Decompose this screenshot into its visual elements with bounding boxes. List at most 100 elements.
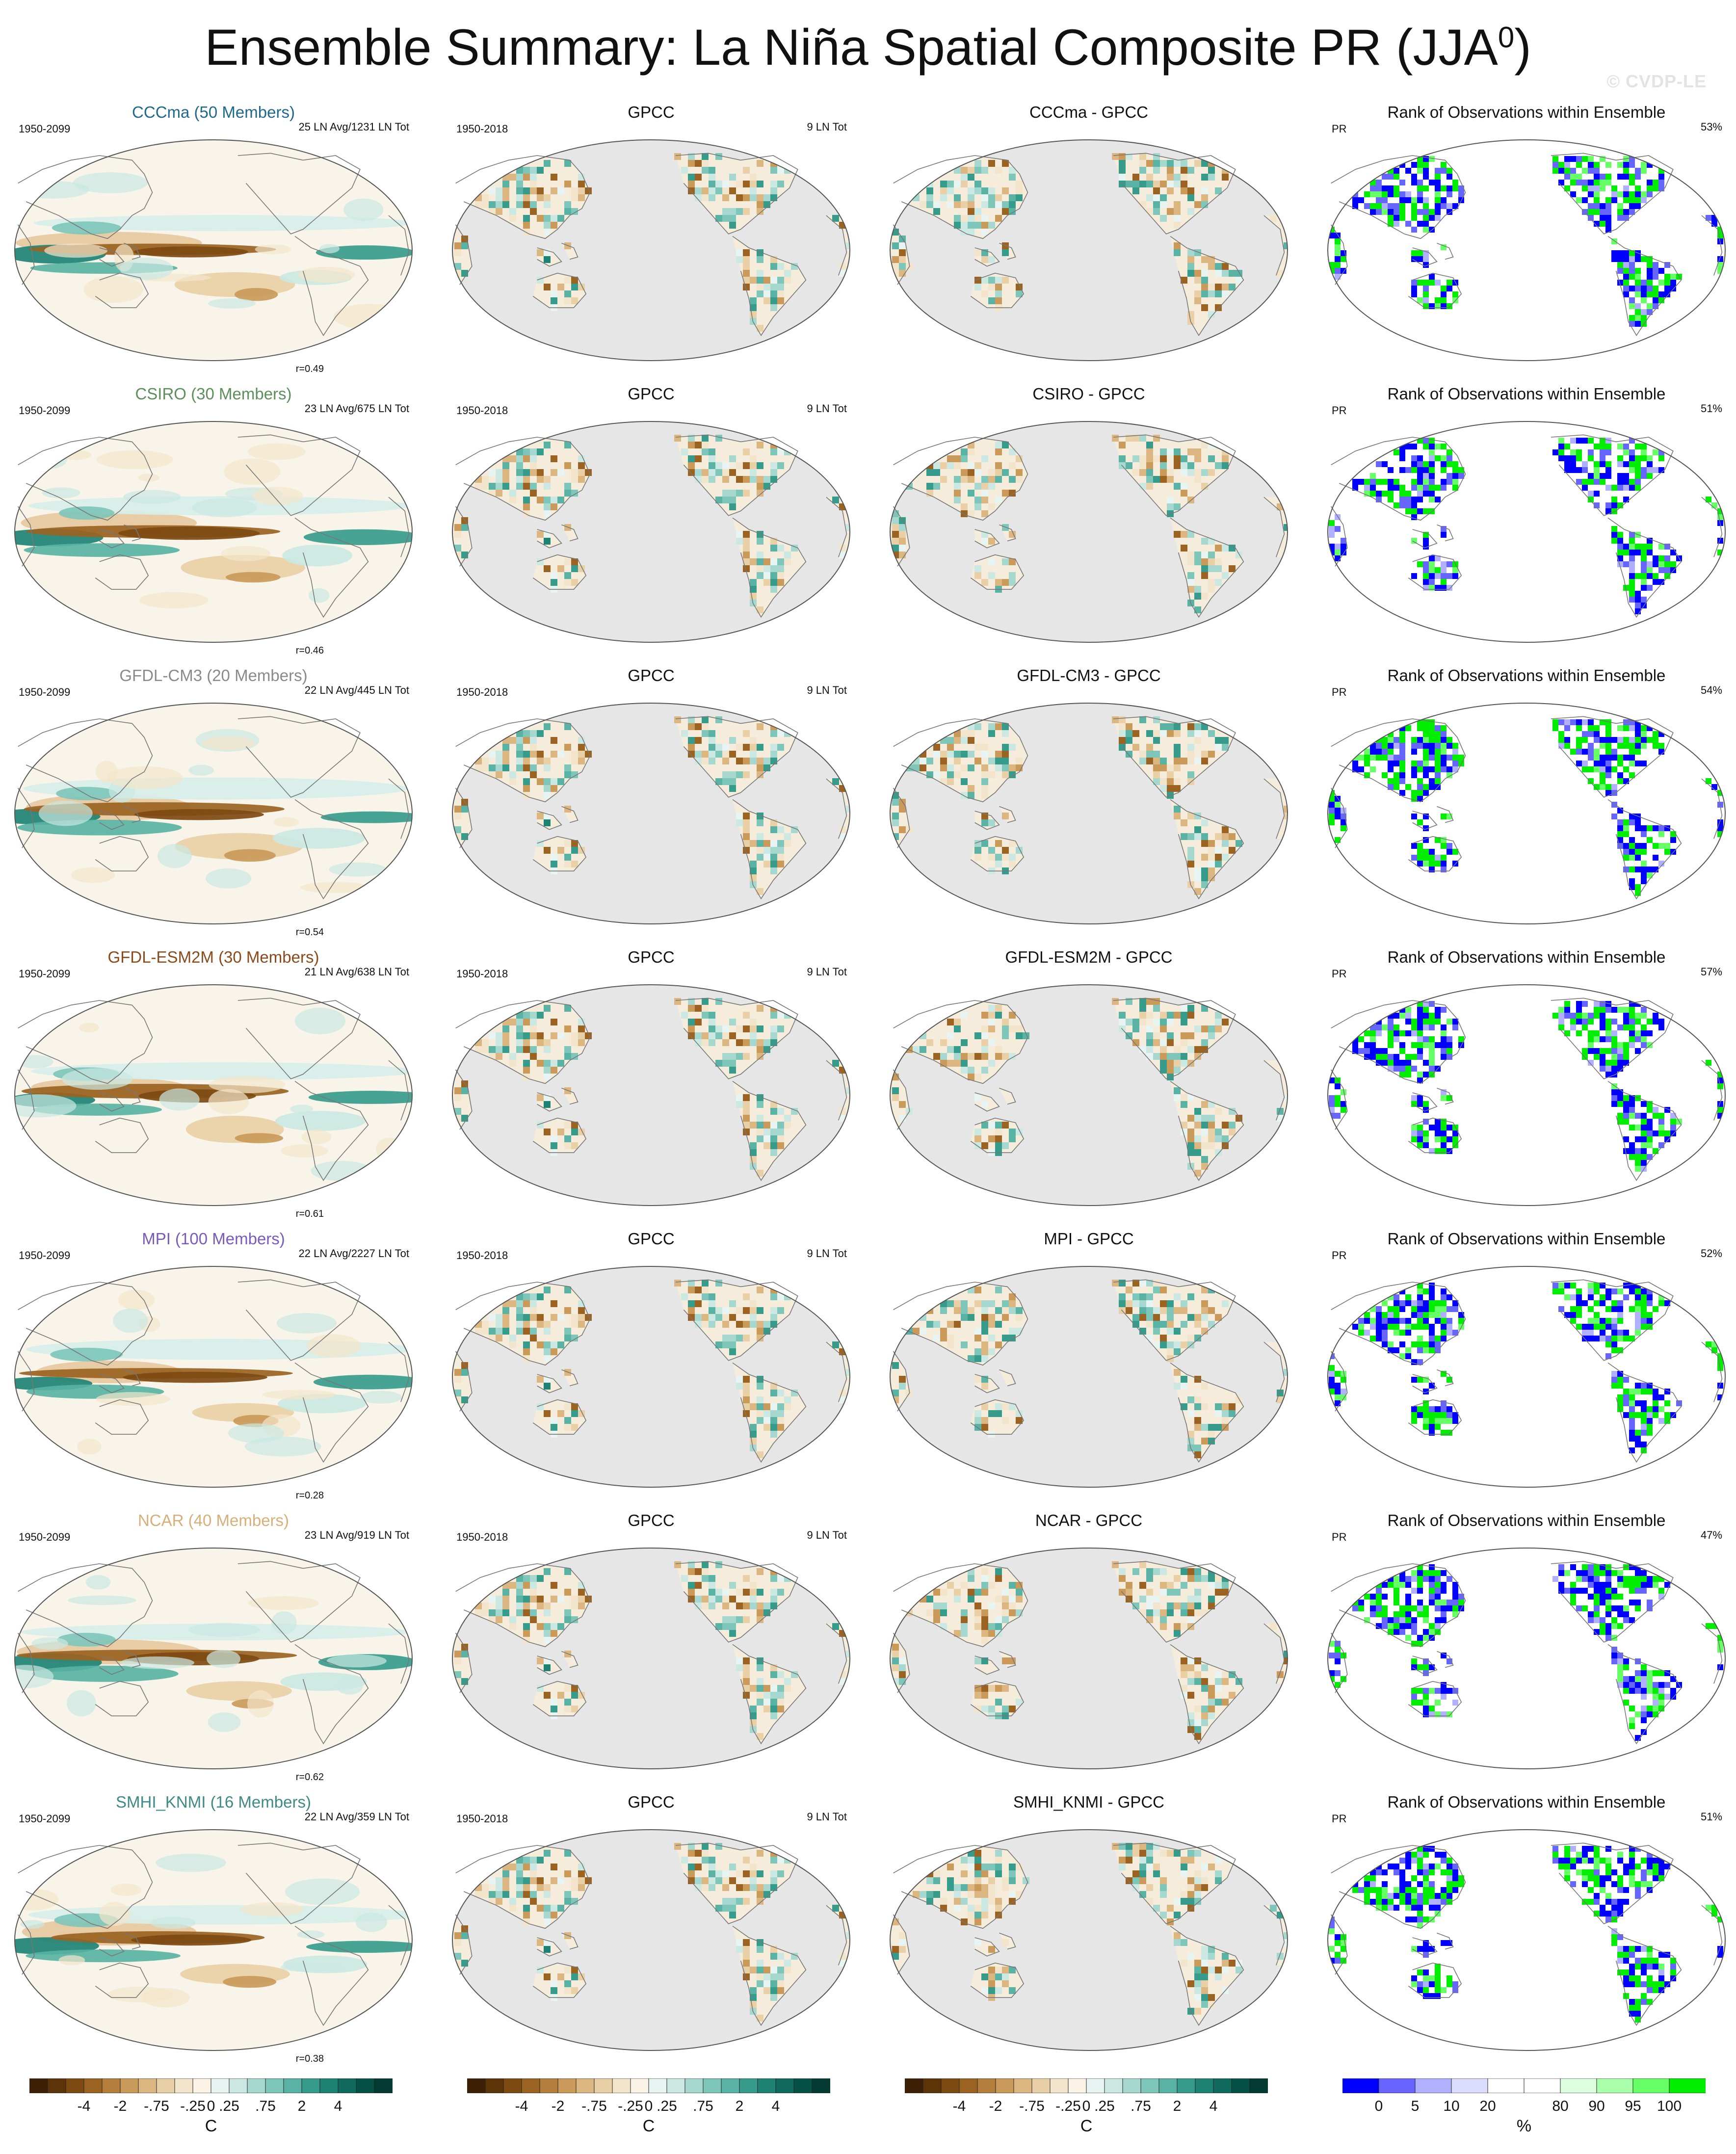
grid-cell [1623, 473, 1629, 479]
grid-cell [1635, 1013, 1641, 1019]
grid-cell [551, 1067, 557, 1074]
grid-cell [947, 187, 954, 194]
grid-cell [995, 469, 1002, 476]
grid-cell [1194, 1314, 1201, 1321]
grid-cell [1605, 209, 1611, 215]
grid-cell [729, 1060, 736, 1067]
grid-cell [1187, 1135, 1194, 1142]
coastline [561, 1087, 579, 1105]
anomaly-patch [209, 1076, 286, 1094]
grid-cell [757, 771, 763, 778]
grid-cell [974, 758, 981, 764]
grid-cell [1187, 270, 1194, 277]
grid-cell [1399, 502, 1405, 508]
grid-cell [1146, 1053, 1153, 1060]
grid-cell [502, 1328, 509, 1335]
grid-cell [763, 1602, 770, 1609]
grid-cell [750, 1719, 757, 1726]
grid-cell [988, 256, 995, 263]
grid-cell [1617, 1060, 1623, 1066]
grid-cell [715, 1025, 722, 1032]
grid-cell [750, 174, 757, 181]
land-fill [1263, 1060, 1288, 1121]
grid-cell [1187, 758, 1194, 764]
grid-cell [1417, 1377, 1423, 1383]
grid-cell [777, 826, 784, 833]
grid-cell [1174, 785, 1181, 792]
grid-cell [981, 1706, 988, 1712]
grid-cell [770, 1039, 777, 1046]
map-outline [14, 421, 413, 643]
grid-cell [557, 284, 564, 290]
grid-cell [954, 490, 961, 497]
grid-cell [1641, 1318, 1647, 1324]
difference-panel: MPI - GPCC [885, 1230, 1292, 1504]
grid-cell [1452, 573, 1458, 579]
coastline [95, 272, 149, 309]
grid-cell [702, 1596, 709, 1602]
grid-cell [509, 1616, 516, 1623]
grid-cell [968, 1074, 974, 1080]
grid-cell [1187, 1575, 1194, 1582]
grid-cell [1411, 197, 1417, 203]
grid-cell [1641, 1136, 1647, 1142]
grid-cell [530, 201, 537, 208]
grid-cell [709, 737, 715, 744]
grid-cell [961, 1053, 968, 1060]
grid-cell [1358, 1036, 1364, 1042]
grid-cell [557, 187, 564, 194]
grid-cell [1623, 485, 1629, 491]
grid-cell [1208, 1692, 1215, 1699]
grid-cell [1576, 737, 1582, 743]
grid-cell [1394, 1054, 1399, 1060]
grid-cell [743, 558, 750, 565]
grid-cell [892, 1390, 899, 1396]
grid-cell [1623, 449, 1629, 455]
grid-cell [777, 730, 784, 737]
grid-cell [1208, 311, 1215, 318]
grid-cell [1194, 1321, 1201, 1328]
grid-cell [961, 1300, 968, 1307]
grid-cell [1167, 167, 1174, 174]
grid-cell [743, 1678, 750, 1685]
grid-cell [777, 1108, 784, 1115]
grid-cell [1335, 1389, 1341, 1394]
grid-cell [1002, 1122, 1009, 1129]
grid-cell [1417, 561, 1423, 567]
grid-cell [496, 1314, 502, 1321]
grid-cell [1594, 444, 1600, 449]
grid-cell [1201, 1039, 1208, 1046]
grid-cell [1376, 1588, 1382, 1594]
grid-cell [551, 1019, 557, 1025]
grid-cell [1641, 737, 1647, 743]
grid-cell [1417, 1054, 1423, 1060]
grid-cell [1429, 303, 1435, 309]
grid-cell [1222, 840, 1229, 847]
grid-cell [709, 1602, 715, 1609]
grid-cell [1146, 1568, 1153, 1575]
grid-cell [1399, 731, 1405, 737]
grid-cell [1181, 1019, 1187, 1025]
grid-cell [1119, 1293, 1126, 1300]
grid-cell [1167, 1609, 1174, 1616]
grid-cell [940, 194, 947, 201]
grid-cell [1411, 227, 1417, 233]
grid-cell [1605, 461, 1611, 467]
grid-cell [1222, 572, 1229, 579]
grid-cell [557, 778, 564, 785]
grid-cell [1376, 1605, 1382, 1611]
grid-cell [1411, 467, 1417, 473]
grid-cell [926, 1596, 933, 1602]
grid-cell [1600, 174, 1605, 180]
grid-cell [1435, 1576, 1441, 1582]
grid-cell [1623, 1377, 1629, 1383]
grid-cell [523, 469, 530, 476]
grid-cell [1194, 758, 1201, 764]
grid-cell [1119, 1012, 1126, 1019]
grid-cell [1582, 737, 1588, 743]
anomaly-patch [79, 1023, 99, 1033]
grid-cell [1582, 485, 1588, 491]
grid-cell [1594, 1570, 1600, 1576]
grid-cell [571, 469, 578, 476]
grid-cell [1441, 843, 1447, 849]
